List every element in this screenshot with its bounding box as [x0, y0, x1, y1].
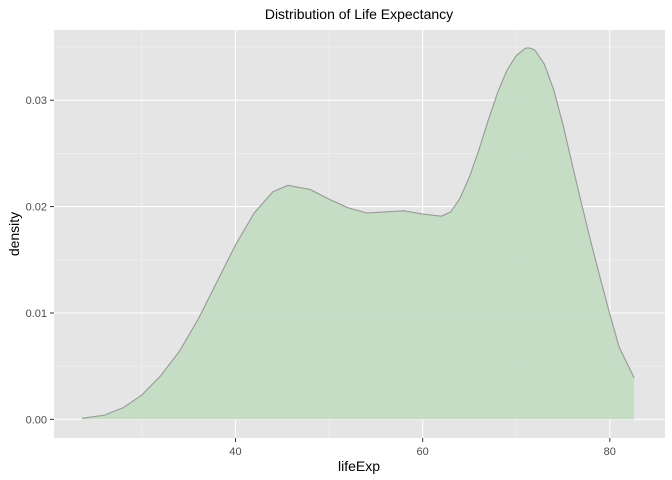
density-line [81, 47, 635, 419]
x-tick-label: 80 [604, 446, 616, 458]
density-series [81, 47, 635, 420]
y-tick-label: 0.03 [26, 95, 47, 107]
y-tick-label: 0.02 [26, 202, 47, 214]
chart-title: Distribution of Life Expectancy [265, 6, 453, 22]
density-area [82, 48, 635, 420]
x-axis: 40 60 80 [229, 438, 616, 458]
y-tick-label: 0.01 [26, 308, 47, 320]
x-tick-label: 60 [417, 446, 429, 458]
x-axis-title: lifeExp [338, 458, 380, 474]
x-tick-label: 40 [229, 446, 241, 458]
y-axis: 0.00 0.01 0.02 0.03 [26, 95, 54, 426]
y-axis-title: density [6, 212, 22, 256]
y-tick-label: 0.00 [26, 414, 47, 426]
